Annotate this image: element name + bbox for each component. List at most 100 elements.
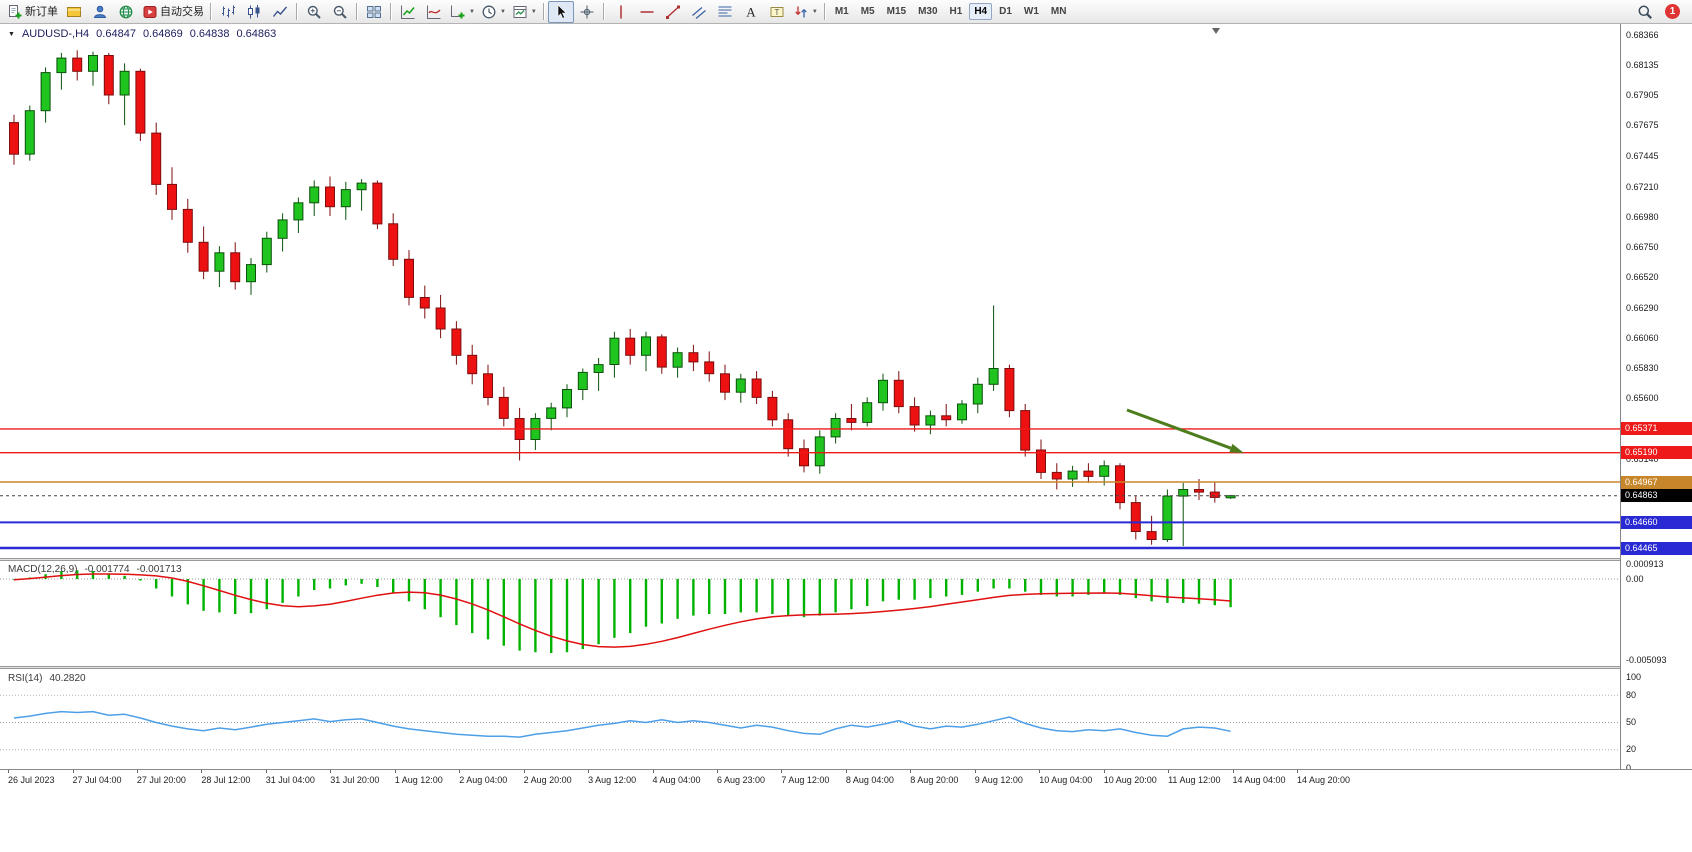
line-chart-button[interactable] [267,1,293,23]
candlestick-chart-button[interactable] [241,1,267,23]
tile-windows-button[interactable] [361,1,387,23]
cursor-button[interactable] [547,0,574,23]
market-watch-button[interactable] [113,1,139,23]
crosshair-button[interactable] [574,1,600,23]
templates-button[interactable]: ▼ [509,1,540,23]
macd-axis-label: -0.005093 [1626,654,1667,665]
trend-arrow-annotation[interactable] [1126,408,1232,450]
svg-text:A: A [746,4,756,19]
time-axis[interactable]: 26 Jul 2023 27 Jul 04:00 27 Jul 20:00 28 Ju… [0,769,1692,812]
doc-plus-icon [7,4,23,20]
price-tick: 0.66060 [1626,332,1659,343]
bar-chart-button[interactable] [215,1,241,23]
time-tick [265,770,267,773]
time-label: 14 Aug 04:00 [1232,775,1286,785]
trend-arrow-head [1229,443,1244,453]
fibonacci-button[interactable] [712,1,738,23]
rsi-axis-label: 0 [1626,762,1632,773]
horizontal-line-button[interactable] [634,1,660,23]
time-tick [330,770,332,773]
bars-icon [220,4,236,20]
objects-list-button[interactable] [421,1,447,23]
low-value: 0.64838 [189,28,230,40]
notification-badge[interactable]: 1 [1665,4,1680,19]
add-indicator-button[interactable]: ▼ [447,1,478,23]
panel-splitter[interactable] [0,666,1692,669]
chevron-down-icon[interactable]: ▼ [499,8,506,15]
timeframe-button-d1[interactable]: D1 [999,6,1012,17]
new-order-button[interactable]: 新订单 [4,1,61,23]
close-value: 0.64863 [236,28,277,40]
timeframe-button-m5[interactable]: M5 [860,6,875,17]
crosshair-icon [579,4,595,20]
timeframe-button-m30[interactable]: M30 [918,6,938,17]
equidistant-channel-button[interactable] [686,1,712,23]
price-tick: 0.67210 [1626,181,1659,192]
rsi-name: RSI(14) [8,673,43,684]
timeframe-button-w1[interactable]: W1 [1023,6,1039,17]
chevron-down-icon[interactable]: ▼ [469,8,475,15]
text-label-button[interactable]: T [764,1,790,23]
search-icon [1637,4,1653,20]
vertical-line-button[interactable] [608,1,634,23]
autotrading-button[interactable]: 自动交易 [139,1,207,23]
search-button[interactable] [1632,1,1658,23]
macd-axis-label: 0.00 [1626,573,1644,584]
macd-histogram [12,570,1232,653]
open-value: 0.64847 [96,28,136,40]
toolbar-separator [542,3,545,20]
timeframe-button-h4[interactable]: H4 [969,3,993,20]
support-line-1-price-badge: 0.64660 [1621,515,1692,529]
price-tick: 0.67905 [1626,90,1659,101]
profile-button[interactable] [87,1,113,23]
price-tick: 0.66750 [1626,242,1659,252]
time-label: 11 Aug 12:00 [1168,775,1221,785]
cursor-icon [553,3,569,20]
textT-icon: T [769,4,785,20]
timeframe-button-m15[interactable]: M15 [886,6,907,17]
chevron-down-icon[interactable]: ▼ [8,30,15,38]
zoom-out-button[interactable] [327,1,353,23]
time-label: 27 Jul 04:00 [72,775,122,785]
indicators-button[interactable] [395,1,421,23]
chevron-down-icon[interactable]: ▼ [530,8,537,15]
zoom-in-icon [306,4,322,20]
timeframe-button-m1[interactable]: M1 [834,6,849,17]
trendline-button[interactable] [660,1,686,23]
vline-icon [613,4,629,20]
zoom-in-button[interactable] [301,1,327,23]
pivot-line-price-badge: 0.64967 [1621,475,1692,489]
periods-menu-button[interactable]: ▼ [478,1,509,23]
macd-name: MACD(12,26,9) [8,564,78,575]
trend-icon [665,4,681,20]
chevron-down-icon[interactable]: ▼ [811,8,818,15]
rsi-axis-label: 50 [1626,717,1637,727]
timeframe-button-h1[interactable]: H1 [949,6,963,17]
arrows-button[interactable]: ▼ [790,1,821,23]
rsi-label: RSI(14) 40.2820 [8,673,86,684]
time-label: 27 Jul 20:00 [136,775,186,785]
price-axis[interactable]: 0.68366 0.68135 0.67905 0.67675 0.67445 0.672… [1620,24,1692,773]
time-tick [781,770,783,773]
candles-icon [246,4,262,20]
chart-window: ▼ AUDUSD-,H4 0.64847 0.64869 0.64838 0.6… [0,24,1692,852]
resistance-line-1-price-badge: 0.65371 [1621,422,1692,436]
timeframe-button-mn[interactable]: MN [1050,6,1067,17]
text-button[interactable]: A [738,1,764,23]
macd-axis-label: 0.000913 [1626,559,1664,569]
zoom-out-icon [332,4,348,20]
chart-shift-marker[interactable] [1212,28,1220,34]
horizontal-lines-group[interactable] [0,428,1620,550]
price-tick: 0.66290 [1626,302,1659,313]
resistance-line-2-price-badge: 0.65190 [1621,446,1692,460]
box-yellow-icon [66,4,82,20]
price-tick: 0.65830 [1626,363,1659,373]
price-tick: 0.67445 [1626,150,1659,161]
time-tick [394,770,396,773]
time-tick [523,770,525,773]
toolbar-separator [356,3,358,20]
autotrading-button-label: 自动交易 [160,5,204,18]
panel-splitter[interactable] [0,558,1692,561]
price-tick: 0.67675 [1626,120,1659,131]
expert-advisors-button[interactable] [61,1,87,23]
